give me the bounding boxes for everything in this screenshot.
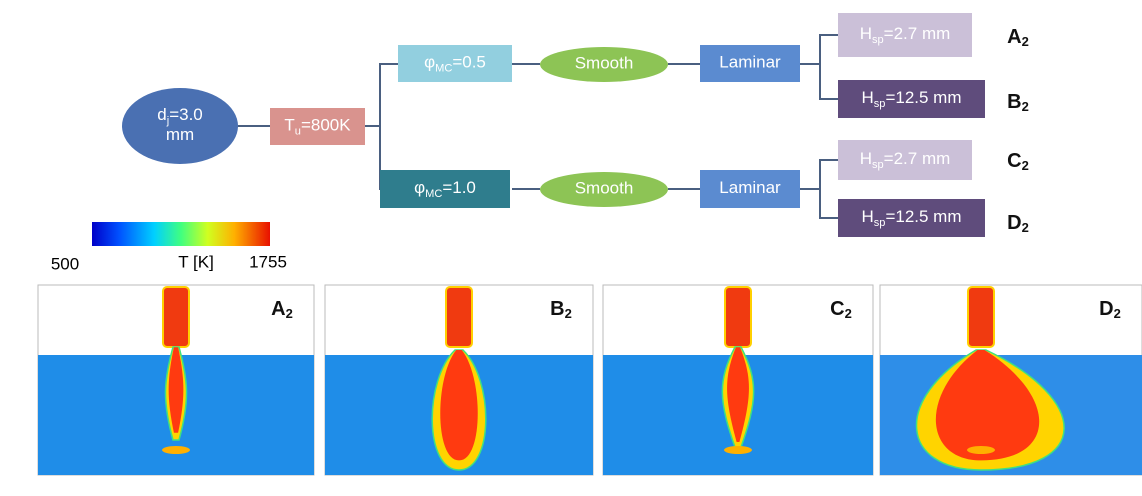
node-label: B2 (1007, 91, 1029, 114)
label-base: H (861, 207, 873, 226)
label-sub: sp (872, 34, 884, 46)
label-sub: MC (425, 188, 442, 200)
label-base: D (1099, 298, 1113, 320)
colorbar-max: 1755 (249, 252, 287, 271)
label-sub: 2 (1114, 306, 1121, 321)
nozzle (968, 287, 994, 347)
label-sub: MC (435, 62, 452, 74)
label-base: φ (414, 178, 425, 197)
node-label: φMC=0.5 (424, 53, 486, 74)
figure: 500 T [K] 1755 dj=3.0mmTu=800KφMC=0.5Smo… (0, 0, 1142, 491)
label-sub: sp (874, 217, 886, 229)
label-sub: 2 (286, 306, 293, 321)
label-base: d (157, 105, 166, 124)
label-rest: =12.5 mm (885, 207, 961, 226)
colorbar-min: 500 (51, 254, 79, 273)
nozzle (725, 287, 751, 347)
label-sub: 2 (1022, 99, 1029, 114)
label-base: Laminar (719, 53, 781, 72)
colorbar-title: T [K] (178, 252, 214, 271)
label-base: B (1007, 91, 1021, 113)
label-sub: 2 (1022, 220, 1029, 235)
node-label: Smooth (575, 179, 634, 198)
label-rest: =12.5 mm (885, 88, 961, 107)
flame-foot (724, 446, 752, 454)
label-base: Laminar (719, 178, 781, 197)
label-sub: sp (874, 98, 886, 110)
label-base: Smooth (575, 54, 634, 73)
node-label: D2 (1007, 212, 1029, 235)
label-base: H (861, 88, 873, 107)
node-label: Laminar (719, 53, 781, 72)
label-rest: =0.5 (452, 53, 486, 72)
label-sub: 2 (1022, 158, 1029, 173)
nozzle (163, 287, 189, 347)
node-label: φMC=1.0 (414, 178, 476, 199)
label-rest: =2.7 mm (884, 24, 951, 43)
label-base: H (860, 149, 872, 168)
label-line2: mm (166, 125, 194, 144)
label-sub: 2 (565, 306, 572, 321)
label-base: B (550, 298, 564, 320)
label-sub: 2 (1022, 34, 1029, 49)
label-sub: sp (872, 159, 884, 171)
nozzle (446, 287, 472, 347)
node-label: Tu=800K (284, 116, 351, 137)
colorbar (92, 222, 270, 246)
flame-foot (162, 446, 190, 454)
label-base: A (271, 298, 285, 320)
label-base: φ (424, 53, 435, 72)
label-base: C (830, 298, 844, 320)
label-rest: =1.0 (442, 178, 476, 197)
label-base: H (860, 24, 872, 43)
label-base: Smooth (575, 179, 634, 198)
label-base: A (1007, 26, 1021, 48)
label-base: D (1007, 212, 1021, 234)
label-rest: =800K (301, 116, 351, 135)
node-label: C2 (1007, 150, 1029, 173)
label-base: C (1007, 150, 1021, 172)
node-label: Smooth (575, 54, 634, 73)
label-sub: 2 (845, 306, 852, 321)
flame-foot (967, 446, 995, 454)
node-label: Laminar (719, 178, 781, 197)
label-rest: =3.0 (169, 105, 203, 124)
node-label: A2 (1007, 26, 1029, 49)
label-rest: =2.7 mm (884, 149, 951, 168)
label-base: T (284, 116, 294, 135)
